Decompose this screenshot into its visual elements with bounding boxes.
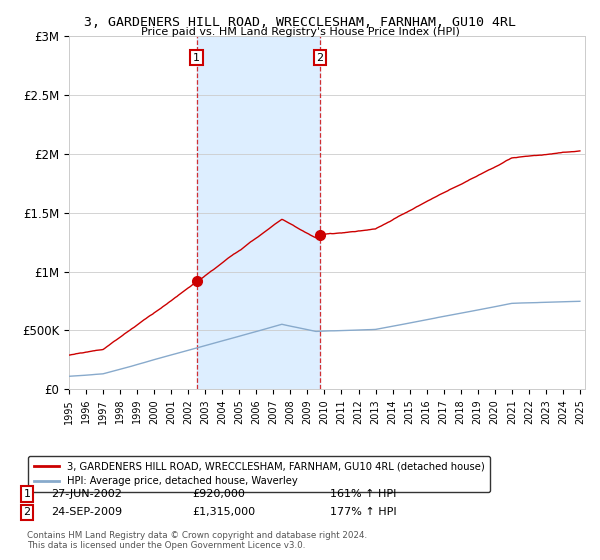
Text: 2: 2 bbox=[23, 507, 31, 517]
Text: 177% ↑ HPI: 177% ↑ HPI bbox=[330, 507, 397, 517]
Text: Price paid vs. HM Land Registry's House Price Index (HPI): Price paid vs. HM Land Registry's House … bbox=[140, 27, 460, 37]
Text: 161% ↑ HPI: 161% ↑ HPI bbox=[330, 489, 397, 499]
Legend: 3, GARDENERS HILL ROAD, WRECCLESHAM, FARNHAM, GU10 4RL (detached house), HPI: Av: 3, GARDENERS HILL ROAD, WRECCLESHAM, FAR… bbox=[28, 456, 490, 492]
Text: 2: 2 bbox=[316, 53, 323, 63]
Text: £920,000: £920,000 bbox=[192, 489, 245, 499]
Text: Contains HM Land Registry data © Crown copyright and database right 2024.
This d: Contains HM Land Registry data © Crown c… bbox=[27, 530, 367, 550]
Text: 1: 1 bbox=[193, 53, 200, 63]
Bar bbox=[197, 36, 320, 389]
Text: 24-SEP-2009: 24-SEP-2009 bbox=[51, 507, 122, 517]
Text: 3, GARDENERS HILL ROAD, WRECCLESHAM, FARNHAM, GU10 4RL: 3, GARDENERS HILL ROAD, WRECCLESHAM, FAR… bbox=[84, 16, 516, 29]
Text: 27-JUN-2002: 27-JUN-2002 bbox=[51, 489, 122, 499]
Text: 1: 1 bbox=[23, 489, 31, 499]
Text: £1,315,000: £1,315,000 bbox=[192, 507, 255, 517]
